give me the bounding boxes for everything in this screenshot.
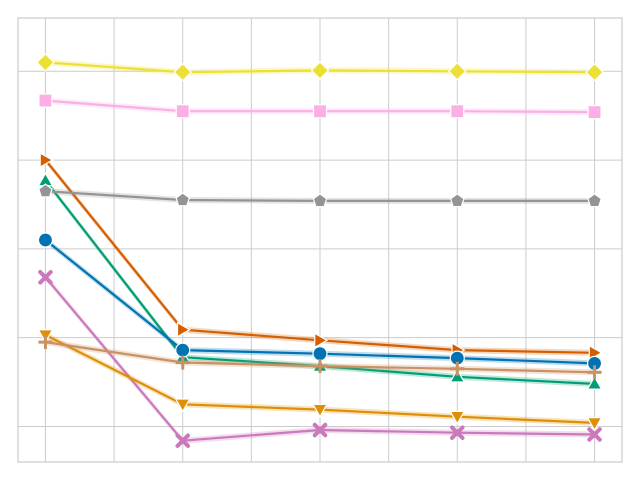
data-point <box>175 342 191 358</box>
data-point <box>586 375 603 390</box>
data-point <box>449 410 466 425</box>
series-pentagon <box>38 183 602 208</box>
data-point <box>587 365 602 380</box>
series-circle <box>37 232 603 372</box>
data-point <box>449 368 466 383</box>
data-point <box>38 93 53 108</box>
series-triangle-right <box>39 152 603 361</box>
plot-frame <box>17 17 623 463</box>
series-x <box>38 270 602 448</box>
data-point <box>38 270 53 285</box>
data-point <box>175 433 190 448</box>
data-point <box>38 183 53 198</box>
data-point <box>312 346 328 362</box>
data-point <box>175 104 190 119</box>
data-point <box>586 417 603 432</box>
data-point <box>313 359 327 374</box>
data-point <box>314 332 329 349</box>
data-point <box>587 193 602 208</box>
data-point <box>450 425 465 440</box>
x-stroke <box>175 433 190 448</box>
data-point <box>39 152 54 169</box>
data-point <box>310 61 330 80</box>
x-stroke <box>312 422 328 438</box>
data-point <box>587 427 602 442</box>
data-point <box>312 104 328 119</box>
data-point <box>585 62 604 82</box>
data-point <box>38 335 53 350</box>
data-point <box>587 105 602 120</box>
data-point <box>37 232 54 248</box>
data-point <box>450 361 465 376</box>
data-point <box>174 398 191 413</box>
data-point <box>450 104 465 119</box>
data-point <box>173 62 193 82</box>
x-stroke <box>38 270 53 285</box>
data-point <box>311 403 329 418</box>
series-layer <box>36 53 604 448</box>
data-point <box>449 193 465 208</box>
data-point <box>312 193 328 208</box>
data-point <box>175 355 190 370</box>
data-point <box>176 321 191 338</box>
series-square <box>38 93 602 120</box>
series-plus <box>38 335 602 380</box>
data-point <box>36 53 55 72</box>
data-point <box>312 422 328 438</box>
data-point <box>175 192 191 207</box>
series-diamond <box>36 53 604 82</box>
x-stroke <box>450 425 465 440</box>
data-point <box>447 61 467 81</box>
x-stroke <box>587 427 602 442</box>
